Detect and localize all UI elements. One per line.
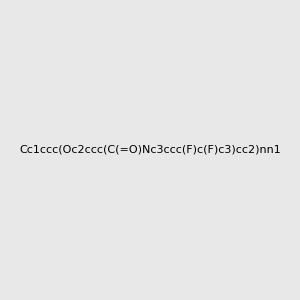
Text: Cc1ccc(Oc2ccc(C(=O)Nc3ccc(F)c(F)c3)cc2)nn1: Cc1ccc(Oc2ccc(C(=O)Nc3ccc(F)c(F)c3)cc2)n… [19, 145, 281, 155]
